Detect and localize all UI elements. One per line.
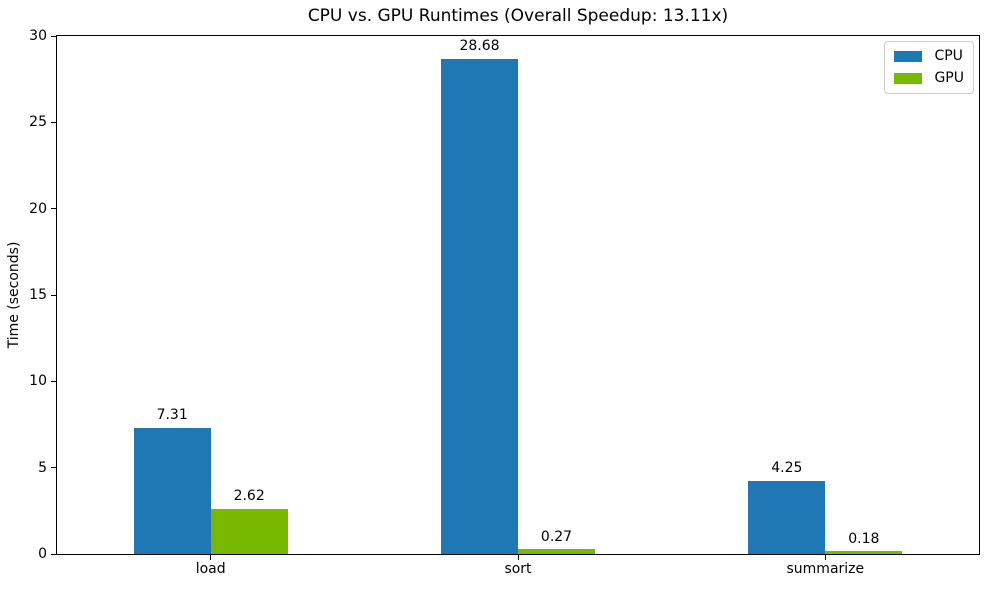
value-label-cpu-summarize: 4.25 [771,460,803,477]
y-tick-label-15: 15 [29,287,47,303]
value-label-gpu-load: 2.62 [233,488,265,505]
bar-gpu-sort [518,549,595,554]
bar-cpu-sort [441,58,518,554]
y-tick-label-30: 30 [29,28,47,44]
y-tick-0 [51,553,56,555]
y-tick-label-0: 0 [38,546,47,562]
value-label-gpu-summarize: 0.18 [848,530,880,547]
y-tick-30 [51,35,56,37]
legend: CPU GPU [884,41,974,94]
cpu-legend-label: CPU [934,48,963,64]
x-tick-load [210,555,212,560]
value-label-cpu-load: 7.31 [156,407,188,424]
bar-gpu-load [210,508,288,554]
y-tick-5 [51,467,56,469]
plot-area: CPU GPU 0 5 10 15 20 25 30 load sort summarize 7.3… [29,29,980,576]
chart-title: CPU vs. GPU Runtimes (Overall Speedup: 1… [307,6,729,26]
y-tick-20 [51,208,56,210]
x-tick-summarize [824,555,826,560]
legend-item-cpu: CPU [894,48,964,65]
y-tick-label-25: 25 [29,114,47,131]
x-tick-label-summarize: summarize [786,561,865,577]
y-tick-label-5: 5 [38,459,47,476]
x-tick-sort [517,555,519,560]
bar-gpu-summarize [825,550,903,554]
bar-cpu-summarize [748,480,826,554]
y-tick-label-20: 20 [29,200,47,217]
y-tick-15 [51,294,56,296]
x-tick-label-load: load [195,561,226,577]
cpu-legend-swatch [894,50,923,62]
x-tick-label-sort: sort [504,561,532,577]
legend-item-gpu: GPU [894,70,964,87]
gpu-legend-label: GPU [934,69,964,86]
gpu-legend-swatch [894,72,923,84]
y-tick-25 [51,121,56,123]
y-tick-10 [51,380,56,382]
y-tick-label-10: 10 [29,373,47,390]
bar-cpu-load [133,427,211,554]
value-label-gpu-sort: 0.27 [540,528,573,545]
value-label-cpu-sort: 28.68 [459,38,500,55]
